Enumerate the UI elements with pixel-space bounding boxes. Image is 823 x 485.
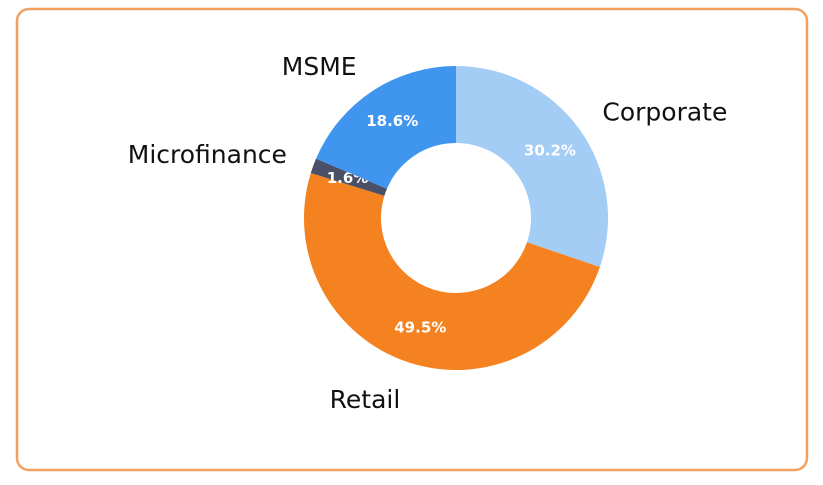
data-label: 30.2% xyxy=(524,141,576,159)
data-label: 18.6% xyxy=(366,112,418,130)
data-label: 49.5% xyxy=(394,318,446,336)
card xyxy=(15,7,809,472)
slice xyxy=(456,66,608,268)
slice xyxy=(303,173,600,371)
category-label: MSME xyxy=(282,52,357,81)
category-label: Microfinance xyxy=(128,140,287,169)
slice xyxy=(310,158,387,196)
slice xyxy=(316,66,456,189)
category-label: Retail xyxy=(330,385,401,414)
category-label: Corporate xyxy=(602,97,727,126)
